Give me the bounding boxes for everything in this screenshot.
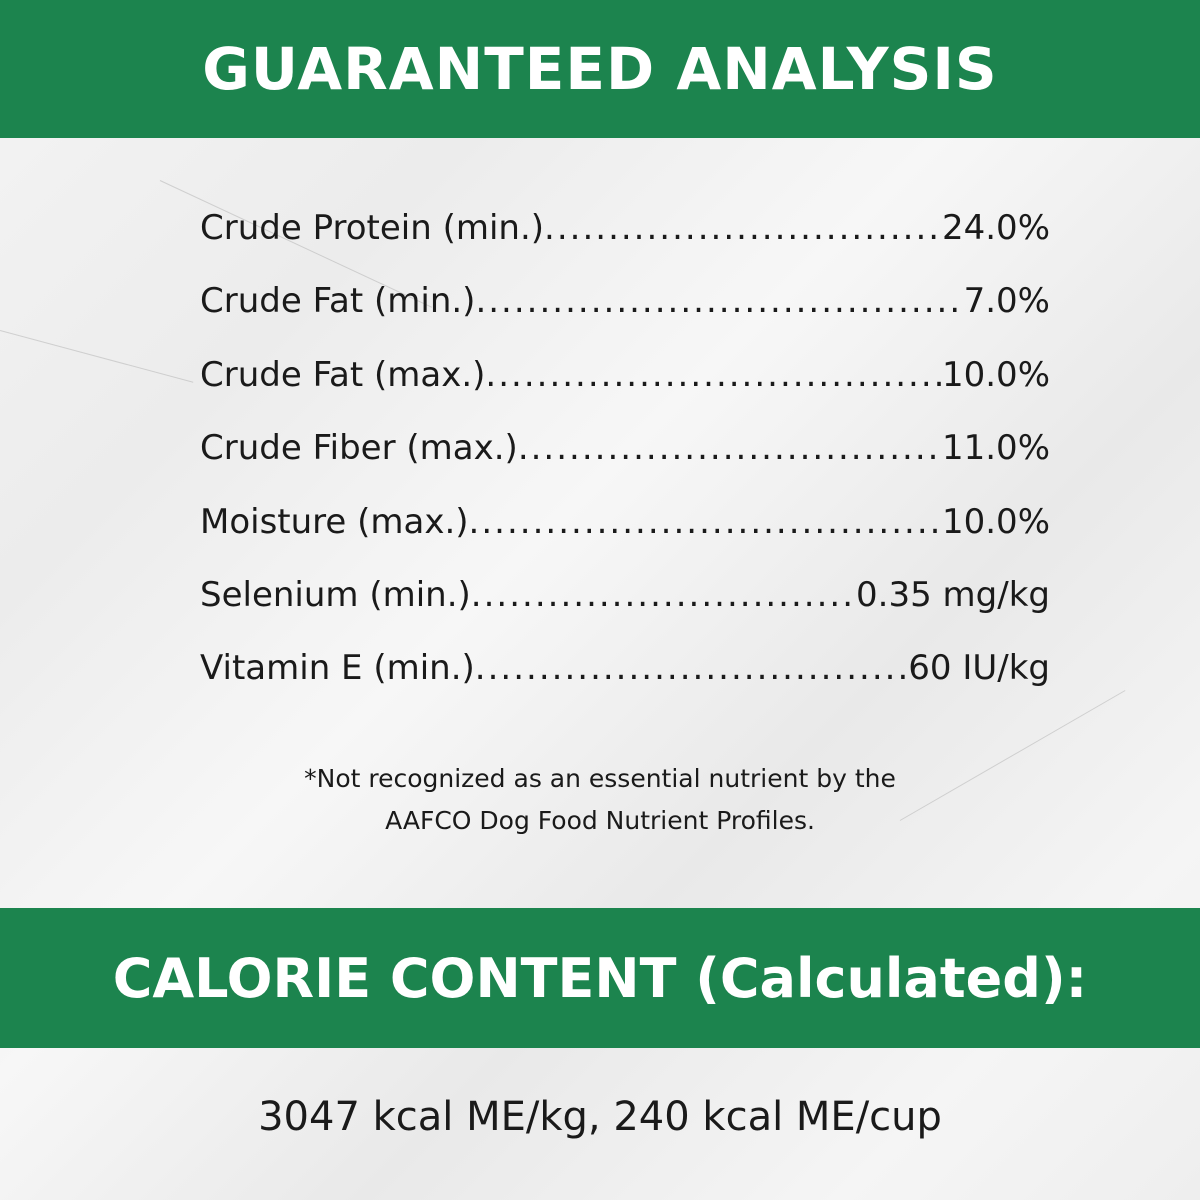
analysis-row: Crude Fat (max.) 10.0% <box>200 355 1050 428</box>
dot-leader <box>544 208 942 248</box>
dot-leader <box>518 428 942 468</box>
analysis-row: Crude Protein (min.) 24.0% <box>200 208 1050 281</box>
guaranteed-analysis-header: GUARANTEED ANALYSIS <box>0 0 1200 138</box>
row-value: 24.0% <box>941 208 1050 248</box>
calorie-title: CALORIE CONTENT (Calculated): <box>112 946 1088 1010</box>
calorie-value: 3047 kcal ME/kg, 240 kcal ME/cup <box>258 1094 942 1140</box>
row-value: 11.0% <box>941 428 1050 469</box>
header-title: GUARANTEED ANALYSIS <box>202 35 998 103</box>
row-value: 60 IU/kg <box>908 648 1050 689</box>
footnote-line: AAFCO Dog Food Nutrient Profiles. <box>385 806 815 835</box>
row-value: 0.35 mg/kg <box>856 574 1050 615</box>
dot-leader <box>475 648 908 688</box>
analysis-row: Crude Fat (min.) 7.0% <box>200 281 1050 354</box>
row-value: 10.0% <box>941 501 1050 542</box>
marble-vein <box>0 330 194 383</box>
footnote-line: *Not recognized as an essential nutrient… <box>304 764 896 793</box>
row-label: Selenium (min.) <box>200 574 471 615</box>
row-label: Crude Protein (min.) <box>200 208 545 248</box>
analysis-list: Crude Protein (min.) 24.0% Crude Fat (min… <box>200 208 1050 722</box>
row-label: Crude Fiber (max.) <box>200 428 518 469</box>
row-label: Vitamin E (min.) <box>200 648 475 689</box>
analysis-row: Crude Fiber (max.) 11.0% <box>200 428 1050 501</box>
analysis-row: Vitamin E (min.) 60 IU/kg <box>200 648 1050 721</box>
dot-leader <box>469 502 942 542</box>
calorie-content-header: CALORIE CONTENT (Calculated): <box>0 908 1200 1048</box>
row-label: Crude Fat (max.) <box>200 354 486 395</box>
row-label: Moisture (max.) <box>200 501 469 542</box>
footnote: *Not recognized as an essential nutrient… <box>0 758 1200 842</box>
dot-leader <box>475 281 963 321</box>
analysis-row: Moisture (max.) 10.0% <box>200 502 1050 575</box>
row-label: Crude Fat (min.) <box>200 281 476 322</box>
dot-leader <box>471 575 856 615</box>
analysis-row: Selenium (min.) 0.35 mg/kg <box>200 575 1050 648</box>
row-value: 7.0% <box>963 281 1050 322</box>
dot-leader <box>485 355 942 395</box>
row-value: 10.0% <box>941 354 1050 395</box>
